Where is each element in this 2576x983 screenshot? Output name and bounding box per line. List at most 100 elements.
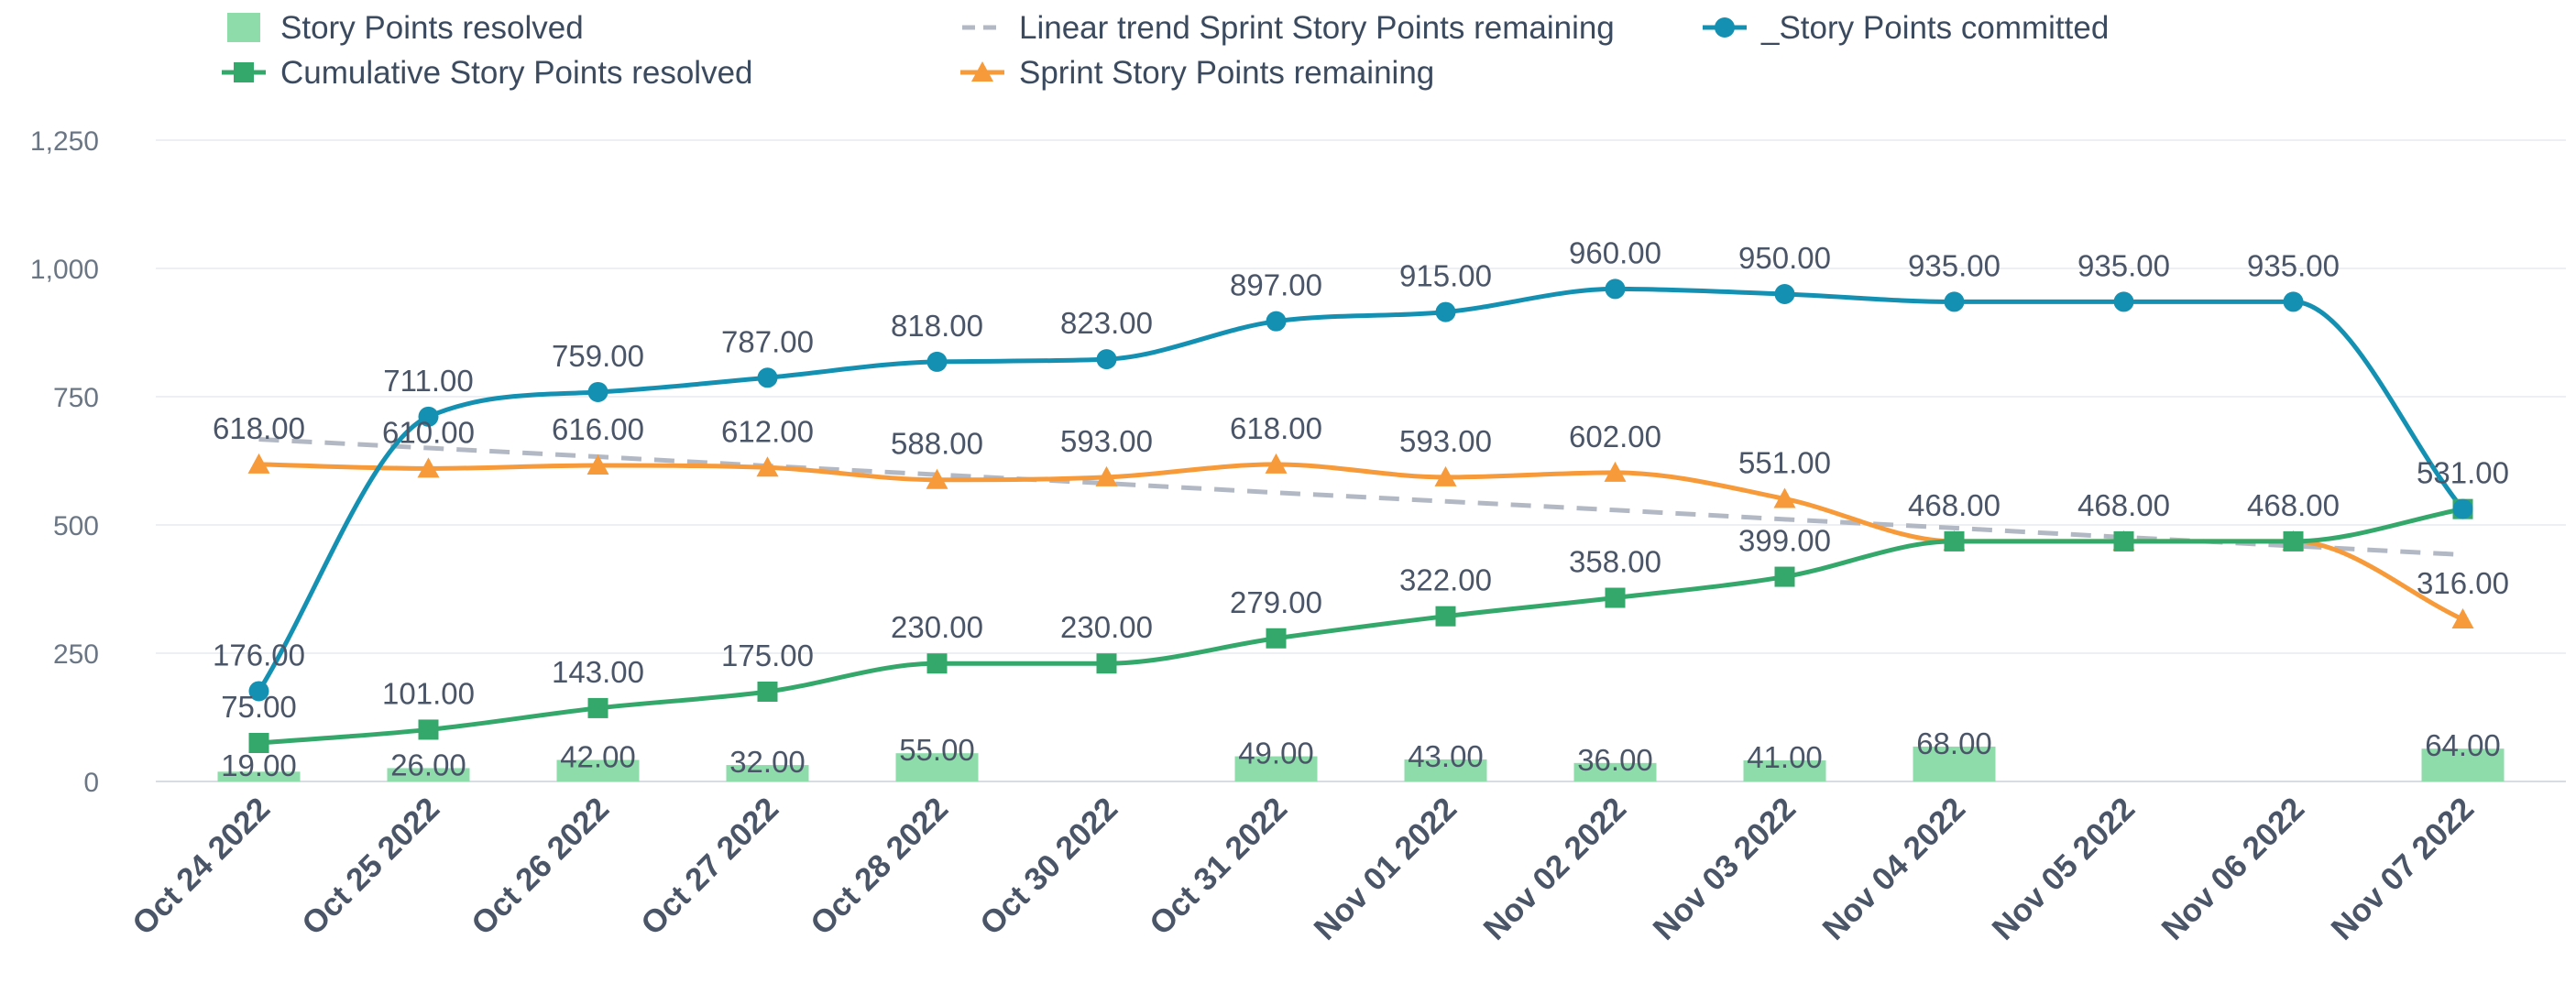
legend-item-remaining[interactable]: Sprint Story Points remaining [960,55,1434,91]
x-tick-label: Nov 06 2022 [2154,791,2311,947]
data-label: 602.00 [1569,420,1661,453]
circle-marker [1605,279,1626,300]
square-marker [418,719,439,740]
x-tick-label: Oct 28 2022 [804,791,955,942]
data-label: 49.00 [1238,737,1314,770]
square-marker [1435,606,1456,627]
triangle-marker [2451,608,2474,629]
y-tick-label: 500 [53,511,99,541]
triangle-marker [1095,465,1118,486]
circle-marker [587,381,608,402]
series-markers [247,279,2474,753]
legend-label: Story Points resolved [280,10,584,46]
square-marker [587,697,608,718]
legend-label: Cumulative Story Points resolved [280,55,753,91]
square-marker [2283,530,2304,552]
legend-label: Linear trend Sprint Story Points remaini… [1019,10,1615,46]
circle-marker [1944,291,1965,312]
data-label: 41.00 [1747,740,1823,774]
triangle-marker [417,457,440,478]
data-label: 897.00 [1230,268,1322,302]
data-label: 143.00 [552,655,644,689]
circle-marker [2113,291,2134,312]
legend-label: _Story Points committed [1760,10,2109,46]
triangle-marker [1773,487,1796,508]
data-label: 101.00 [382,676,475,710]
legend-item-trend[interactable]: Linear trend Sprint Story Points remaini… [962,10,1615,46]
circle-marker [2452,498,2473,519]
data-label: 935.00 [2247,248,2340,282]
y-tick-label: 750 [53,383,99,413]
data-label: 935.00 [2077,248,2170,282]
data-label: 711.00 [383,364,473,398]
circle-marker [1715,17,1735,38]
bar [1404,759,1487,781]
data-label: 551.00 [1738,445,1831,479]
data-label: 175.00 [721,639,814,672]
data-label: 950.00 [1738,241,1831,275]
square-marker [2113,530,2134,552]
data-label: 322.00 [1399,563,1492,597]
data-labels: 176.00 711.00 759.00 787.00 818.00 823.00 897.… [213,235,2509,782]
data-label: 64.00 [2425,728,2501,762]
x-tick-label: Oct 27 2022 [634,791,785,942]
data-label: 468.00 [1908,488,2001,522]
circle-marker [757,367,778,388]
circle-marker [2283,291,2304,312]
data-label: 468.00 [2077,488,2170,522]
bar [2421,748,2505,781]
data-label: 176.00 [213,638,305,672]
data-label: 19.00 [221,748,297,782]
triangle-marker [926,468,948,489]
x-tick-label: Nov 04 2022 [1815,791,1972,947]
x-tick-label: Oct 24 2022 [126,791,277,942]
bar [1573,762,1657,781]
square-marker [1944,530,1965,552]
legend-item-resolved[interactable]: Story Points resolved [227,10,584,46]
data-label: 358.00 [1569,545,1661,579]
data-label: 399.00 [1738,524,1831,558]
data-label: 618.00 [1230,411,1322,445]
legend-item-cumulative[interactable]: Cumulative Story Points resolved [222,55,753,91]
x-tick-label: Nov 03 2022 [1646,791,1803,947]
data-label: 531.00 [2417,456,2509,490]
circle-marker [1774,284,1795,304]
data-label: 612.00 [721,414,814,448]
data-label: 43.00 [1408,739,1484,773]
data-label: 32.00 [729,745,806,779]
square-marker [1774,566,1795,587]
x-tick-label: Nov 01 2022 [1307,791,1463,947]
square-marker [1096,653,1117,674]
data-label: 468.00 [2247,488,2340,522]
y-tick-label: 250 [53,639,99,670]
series-line-trend [258,436,2463,557]
y-tick-label: 1,250 [30,126,99,157]
triangle-marker [971,61,993,82]
legend-item-committed[interactable]: _Story Points committed [1703,10,2109,46]
square-marker [1266,628,1287,649]
bar [1913,746,1996,781]
legend-swatch [227,13,260,42]
triangle-marker [586,454,609,475]
bar-series [217,746,2505,781]
square-marker [1605,587,1626,608]
data-label: 935.00 [1908,248,2001,282]
data-label: 230.00 [1060,610,1153,644]
data-label: 593.00 [1399,424,1492,458]
triangle-marker [1265,453,1288,474]
x-tick-label: Nov 07 2022 [2324,791,2481,947]
data-label: 823.00 [1060,306,1153,340]
data-label: 279.00 [1230,585,1322,619]
bar [1234,756,1318,781]
circle-marker [1266,311,1287,332]
x-tick-label: Oct 30 2022 [973,791,1124,942]
x-tick-label: Oct 31 2022 [1143,791,1294,942]
data-label: 759.00 [552,339,644,373]
square-marker [926,653,948,674]
data-label: 618.00 [213,411,305,445]
circle-marker [1096,349,1117,370]
data-label: 68.00 [1916,726,1992,760]
data-label: 915.00 [1399,259,1492,293]
